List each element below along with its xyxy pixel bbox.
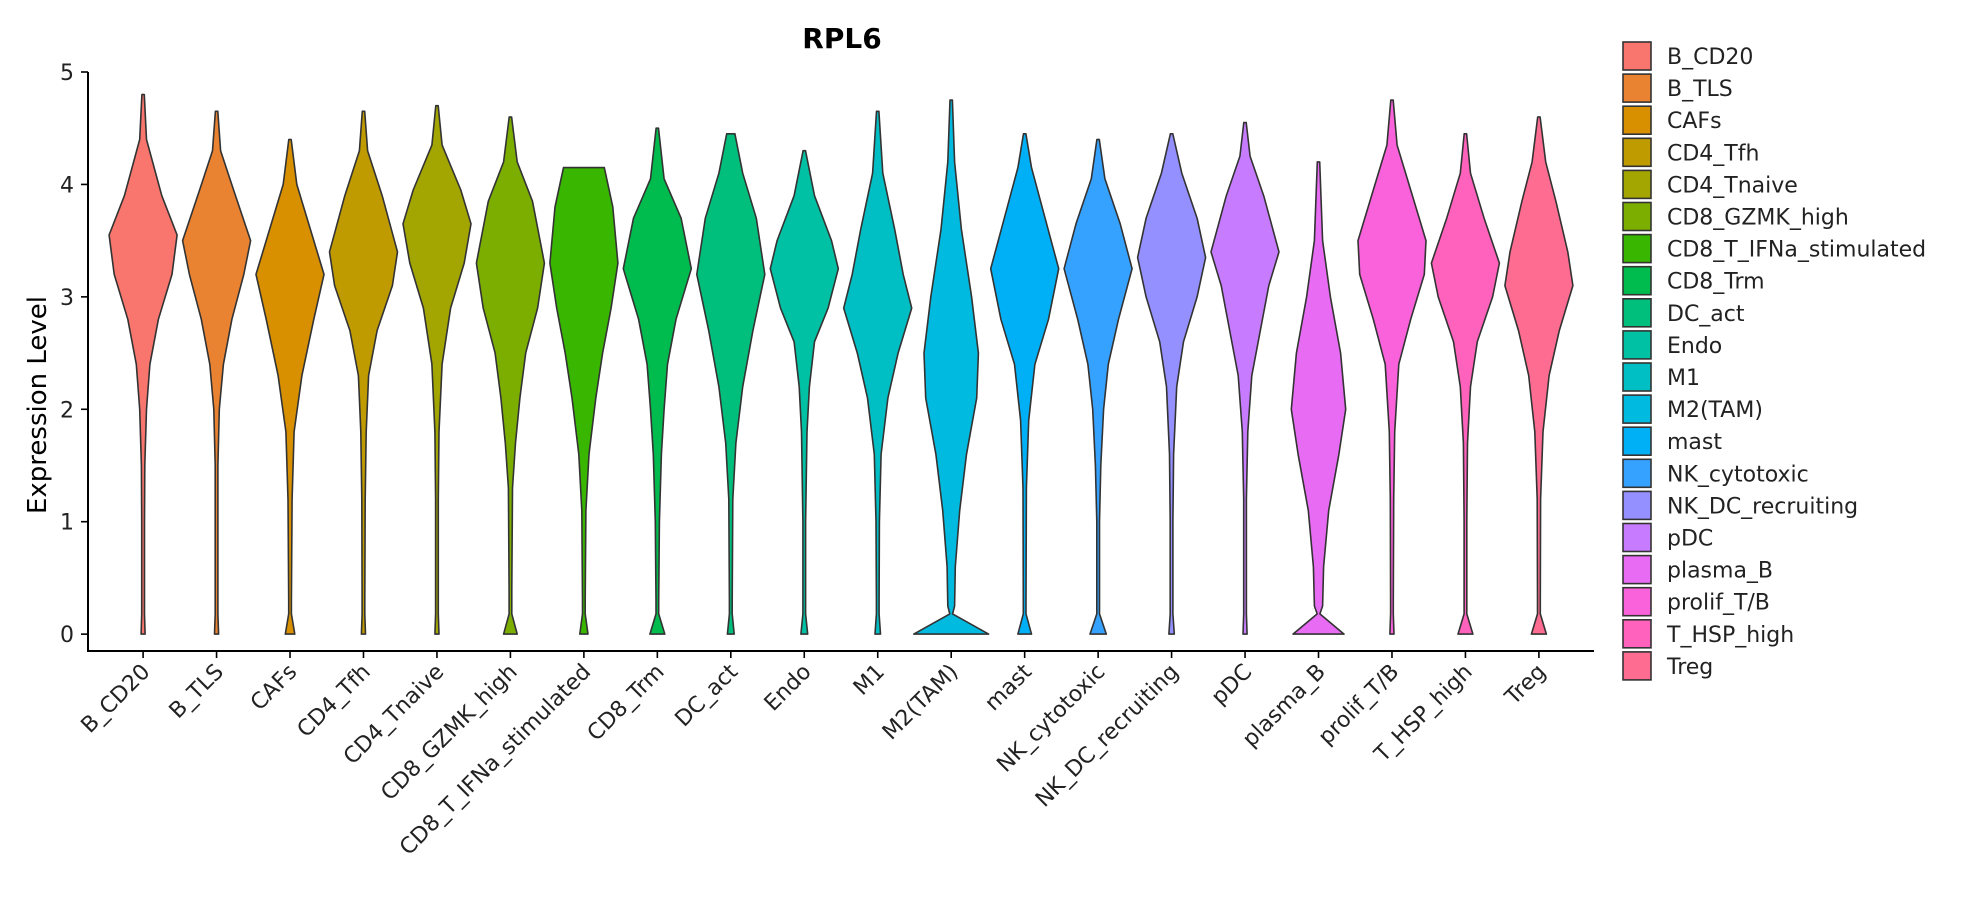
legend-key-nk-cytotoxic xyxy=(1622,458,1652,489)
legend-label: Endo xyxy=(1667,334,1722,359)
legend-key-b-cd20 xyxy=(1622,41,1652,71)
violin-nk-dc-recruiting xyxy=(1136,133,1207,635)
legend-label: CD8_T_IFNa_stimulated xyxy=(1667,238,1926,263)
y-tick-label: 4 xyxy=(60,173,74,198)
violin-pdc xyxy=(1210,121,1280,635)
violin-cd8-t-ifna-stimulated xyxy=(549,166,619,635)
violin-layer xyxy=(108,93,1574,635)
legend-label: CAFs xyxy=(1667,109,1722,134)
violin-plasma-b xyxy=(1290,161,1347,635)
y-tick-label: 2 xyxy=(60,398,74,423)
violin-cd4-tfh xyxy=(328,110,399,635)
legend-key-pdc xyxy=(1622,522,1652,553)
legend-key-endo xyxy=(1622,330,1652,360)
x-tick-label: pDC xyxy=(1207,660,1257,710)
legend-label: CD8_Trm xyxy=(1667,270,1765,295)
violin-cd8-gzmk-high xyxy=(475,116,546,635)
legend-key-dc-act xyxy=(1622,297,1652,328)
axes xyxy=(87,72,1594,652)
y-tick-label: 0 xyxy=(60,623,74,648)
legend-key-cd8-trm xyxy=(1622,265,1652,296)
violin-treg xyxy=(1504,116,1574,635)
legend-label: NK_cytotoxic xyxy=(1667,462,1809,487)
y-tick-label: 5 xyxy=(60,61,74,86)
legend-key-treg xyxy=(1622,651,1652,681)
x-tick-label: CD8_GZMK_high xyxy=(376,660,522,806)
x-tick-label: Treg xyxy=(1500,660,1551,711)
legend-label: M1 xyxy=(1667,366,1700,391)
y-axis-label: Expression Level xyxy=(23,296,53,514)
legend-key-cd4-tnaive xyxy=(1622,169,1652,200)
x-ticks: B_CD20 B_TLS CAFsCD4_TfhCD4_TnaiveCD8_GZMK… xyxy=(77,651,1551,860)
violin-prolif-t-b xyxy=(1357,99,1427,635)
x-tick-label: Endo xyxy=(760,660,817,717)
x-tick-label: M2(TAM) xyxy=(878,660,963,745)
legend-key-nk-dc-recruiting xyxy=(1622,490,1652,521)
violin-b-cd20 xyxy=(108,93,178,635)
x-tick-label: DC_act xyxy=(671,659,744,732)
x-tick-label: CAFs xyxy=(246,660,302,716)
violin-t-hsp-high xyxy=(1430,133,1501,635)
violin-dc-act xyxy=(696,133,766,635)
violin-mast xyxy=(989,133,1060,635)
x-tick-label: mast xyxy=(980,659,1037,716)
legend-key-cafs xyxy=(1622,105,1652,135)
legend-label: B_CD20 xyxy=(1667,45,1753,70)
legend-key-m1 xyxy=(1622,362,1652,392)
legend-key-b-tls xyxy=(1622,73,1652,103)
legend-label: CD4_Tnaive xyxy=(1667,173,1798,198)
legend-label: plasma_B xyxy=(1667,559,1773,584)
legend-label: NK_DC_recruiting xyxy=(1667,494,1858,519)
legend-key-cd8-t-ifna-stimulated xyxy=(1622,233,1652,264)
violin-m1 xyxy=(842,110,913,635)
legend-label: DC_act xyxy=(1667,302,1745,327)
x-tick-label: B_TLS xyxy=(165,660,229,724)
legend-key-cd4-tfh xyxy=(1622,137,1652,168)
legend-label: CD8_GZMK_high xyxy=(1667,206,1849,231)
legend-key-t-hsp-high xyxy=(1622,618,1652,649)
x-tick-label: NK_DC_recruiting xyxy=(1031,660,1184,813)
violin-nk-cytotoxic xyxy=(1063,138,1133,635)
legend-label: pDC xyxy=(1667,527,1713,552)
x-tick-label: B_CD20 xyxy=(77,660,156,739)
violin-endo xyxy=(769,149,840,635)
legend-label: T_HSP_high xyxy=(1666,623,1794,648)
y-tick-label: 1 xyxy=(60,511,74,536)
legend: B_CD20 B_TLS CAFs CD4_Tfh CD4_Tnaive CD8_GZMK… xyxy=(1622,41,1926,681)
x-tick-label: M1 xyxy=(849,660,890,701)
y-tick-label: 3 xyxy=(60,286,74,311)
legend-key-m2-tam xyxy=(1622,394,1652,424)
x-tick-label: CD8_Trm xyxy=(583,660,670,747)
violin-cafs xyxy=(255,138,325,635)
violin-cd8-trm xyxy=(622,127,693,635)
legend-label: prolif_T/B xyxy=(1667,591,1770,616)
y-ticks: 0 1 2 3 4 5 xyxy=(60,61,88,648)
legend-label: M2(TAM) xyxy=(1667,398,1763,423)
chart-title: RPL6 xyxy=(802,22,881,55)
legend-label: CD4_Tfh xyxy=(1667,141,1759,166)
violin-cd4-tnaive xyxy=(402,104,472,635)
legend-key-prolif-t-b xyxy=(1622,586,1652,617)
legend-key-plasma-b xyxy=(1622,554,1652,585)
violin-b-tls xyxy=(181,110,252,635)
legend-key-mast xyxy=(1622,426,1652,457)
legend-key-cd8-gzmk-high xyxy=(1622,201,1652,232)
legend-label: Treg xyxy=(1666,655,1713,680)
legend-label: mast xyxy=(1667,430,1722,455)
violin-m2-tam xyxy=(913,99,990,635)
legend-label: B_TLS xyxy=(1667,77,1733,102)
